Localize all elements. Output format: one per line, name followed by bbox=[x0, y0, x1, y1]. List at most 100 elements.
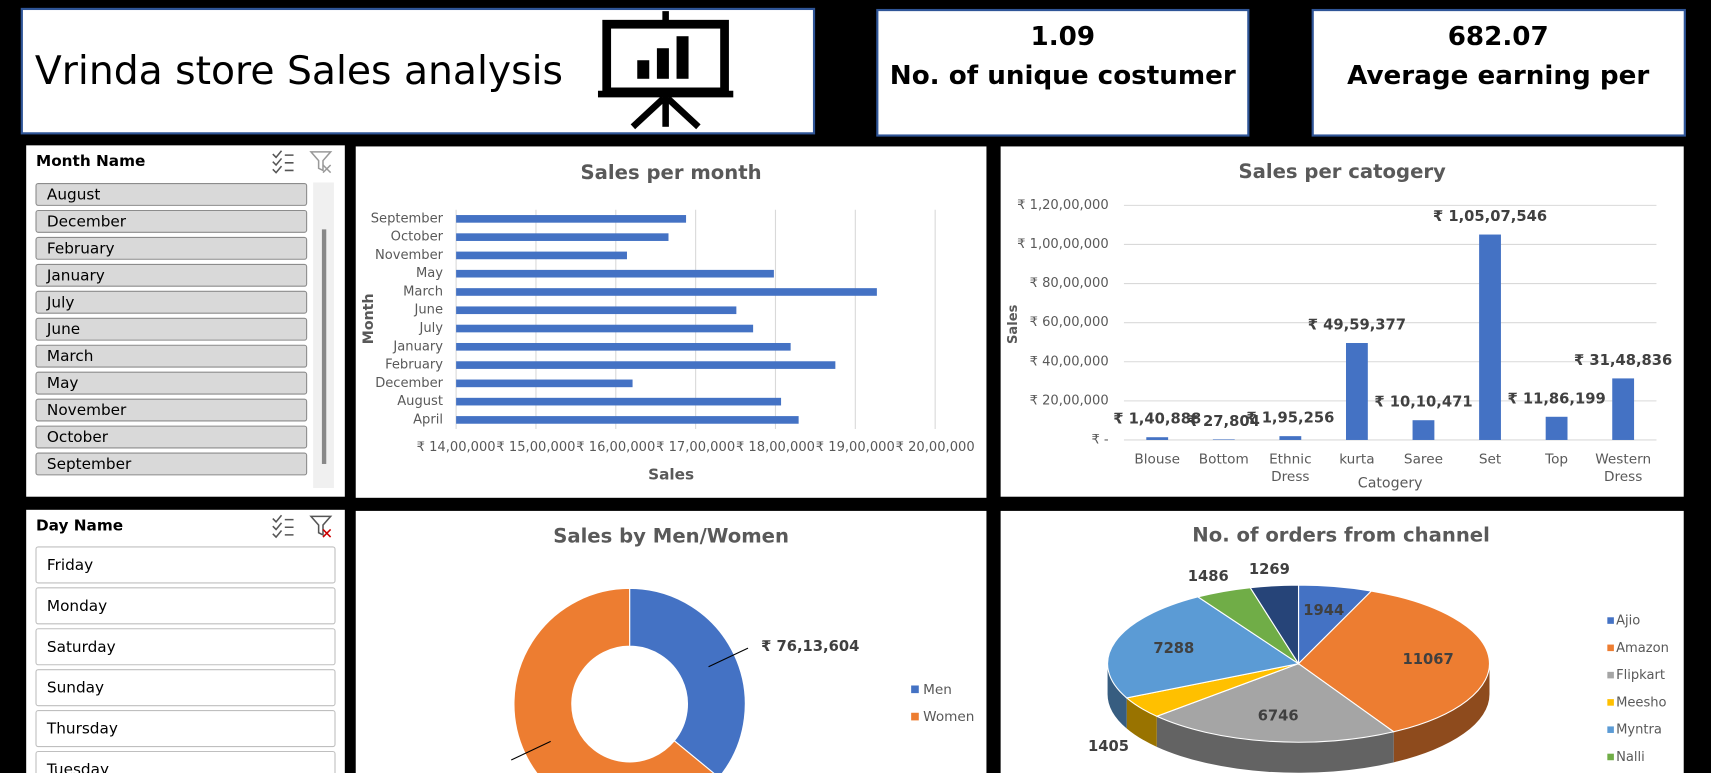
x-tick-label: Ethnic Dress bbox=[1269, 452, 1312, 485]
pie-slice bbox=[1107, 596, 1300, 699]
slicer-item[interactable] bbox=[35, 628, 336, 666]
bar bbox=[1345, 343, 1368, 440]
kpi-value: 1.09 bbox=[1031, 22, 1096, 52]
data-label: 1486 bbox=[1188, 568, 1229, 585]
data-label: ₹ 49,59,377 bbox=[1308, 317, 1406, 334]
legend-swatch bbox=[1607, 753, 1614, 761]
multi-select-icon[interactable] bbox=[272, 514, 294, 539]
slicer-item-label[interactable]: October bbox=[47, 428, 109, 446]
bar bbox=[1412, 420, 1435, 440]
data-label: ₹ 27,804 bbox=[1188, 413, 1260, 430]
y-tick-label: ₹ 1,20,00,000 bbox=[1017, 198, 1109, 213]
slicer-item-label[interactable]: December bbox=[47, 212, 127, 230]
y-tick-label: ₹ 60,00,000 bbox=[1030, 315, 1109, 330]
pie-slice bbox=[1155, 663, 1396, 743]
bar bbox=[456, 416, 799, 424]
clear-filter-icon[interactable] bbox=[309, 151, 333, 174]
legend-label: Nalli bbox=[1616, 750, 1645, 765]
slicer-item[interactable] bbox=[35, 344, 308, 368]
data-label: ₹ 31,48,836 bbox=[1574, 352, 1672, 369]
y-tick-label: ₹ 1,00,00,000 bbox=[1017, 237, 1109, 252]
slice-side bbox=[1107, 663, 1127, 729]
slicer-item-label[interactable]: Saturday bbox=[47, 638, 116, 656]
y-tick-label: ₹ 20,00,000 bbox=[1030, 393, 1109, 408]
data-label: ₹ 76,13,604 bbox=[761, 638, 859, 655]
slicer-item-label[interactable]: May bbox=[47, 374, 79, 392]
y-tick-label: ₹ 80,00,000 bbox=[1030, 276, 1109, 291]
slicer-item-label[interactable]: February bbox=[47, 239, 115, 257]
slicer-item[interactable] bbox=[35, 669, 336, 707]
slice-side bbox=[1156, 716, 1394, 773]
data-label: 1944 bbox=[1303, 602, 1344, 619]
bar bbox=[456, 342, 791, 351]
legend-label: Women bbox=[923, 709, 974, 725]
bar bbox=[456, 288, 877, 296]
slicer-item[interactable] bbox=[35, 546, 336, 584]
slicer-item-label[interactable]: March bbox=[47, 347, 94, 365]
slicer-item-label[interactable]: January bbox=[46, 266, 105, 284]
slicer-item-label[interactable]: Thursday bbox=[46, 720, 118, 738]
slicer-item-label[interactable]: July bbox=[46, 293, 74, 311]
bar bbox=[456, 215, 687, 223]
bar bbox=[456, 397, 782, 406]
slicer-item[interactable] bbox=[35, 182, 308, 206]
slicer-item[interactable] bbox=[35, 290, 308, 314]
slicer-item-label[interactable]: September bbox=[47, 455, 132, 473]
kpi-card bbox=[1311, 8, 1686, 137]
chart-title: No. of orders from channel bbox=[1192, 523, 1490, 546]
slicer-item[interactable] bbox=[35, 371, 308, 395]
data-label: 6746 bbox=[1258, 707, 1299, 724]
slicer-item-label[interactable]: June bbox=[46, 320, 80, 338]
slicer-item[interactable] bbox=[35, 209, 308, 233]
slicer-item-label[interactable]: November bbox=[47, 401, 127, 419]
slicer-item[interactable] bbox=[35, 236, 308, 260]
y-tick-label: June bbox=[414, 303, 443, 318]
x-tick-label: Top bbox=[1544, 452, 1568, 468]
data-label: ₹ 1,05,07,546 bbox=[1433, 208, 1547, 225]
y-tick-label: ₹ - bbox=[1091, 432, 1108, 447]
slicer-item-label[interactable]: Tuesday bbox=[46, 761, 109, 773]
slicer-item-label[interactable]: August bbox=[47, 185, 100, 203]
bar bbox=[1479, 234, 1501, 440]
y-tick-label: November bbox=[375, 248, 444, 263]
slicer-item[interactable] bbox=[35, 317, 308, 341]
kpi-value: 682.07 bbox=[1448, 22, 1549, 52]
legend-swatch bbox=[911, 685, 919, 694]
bar bbox=[456, 251, 627, 260]
slicer-item[interactable] bbox=[35, 263, 308, 287]
slicer-item[interactable] bbox=[35, 398, 308, 422]
slice-side bbox=[1126, 697, 1157, 747]
bar bbox=[456, 233, 669, 241]
multi-select-icon[interactable] bbox=[272, 150, 294, 174]
bar bbox=[1146, 437, 1169, 440]
slicer-item[interactable] bbox=[35, 587, 336, 625]
x-axis-label: Catogery bbox=[1358, 476, 1423, 492]
legend-swatch bbox=[1607, 671, 1614, 679]
slicer-item-label[interactable]: Friday bbox=[47, 556, 93, 574]
slicer-item[interactable] bbox=[35, 425, 308, 449]
x-tick-label: Set bbox=[1479, 452, 1502, 468]
x-tick-label: ₹ 19,00,000 bbox=[816, 440, 895, 455]
slicer-item[interactable] bbox=[35, 710, 336, 748]
kpi-label: No. of unique costumer bbox=[890, 61, 1236, 91]
data-label: 1405 bbox=[1088, 738, 1129, 755]
legend-swatch bbox=[1607, 617, 1614, 624]
slicer-item[interactable] bbox=[35, 750, 336, 773]
x-tick-label: Saree bbox=[1404, 452, 1443, 468]
chart-panel bbox=[355, 146, 987, 498]
bar bbox=[1212, 439, 1235, 440]
slicer-item[interactable] bbox=[35, 452, 308, 476]
data-label: ₹ 11,86,199 bbox=[1507, 390, 1605, 407]
data-label: 11067 bbox=[1402, 651, 1453, 668]
clear-filter-icon[interactable] bbox=[309, 515, 333, 538]
y-tick-label: May bbox=[416, 266, 443, 281]
slicer-item-label[interactable]: Monday bbox=[47, 597, 107, 615]
x-tick-label: kurta bbox=[1339, 452, 1374, 468]
scrollbar-thumb[interactable] bbox=[321, 229, 327, 464]
leader-line bbox=[510, 740, 551, 761]
bar bbox=[456, 361, 836, 369]
dashboard-title: Vrinda store Sales analysis bbox=[35, 49, 563, 94]
slicer-item-label[interactable]: Sunday bbox=[47, 679, 104, 697]
kpi-label: Average earning per bbox=[1347, 61, 1649, 91]
